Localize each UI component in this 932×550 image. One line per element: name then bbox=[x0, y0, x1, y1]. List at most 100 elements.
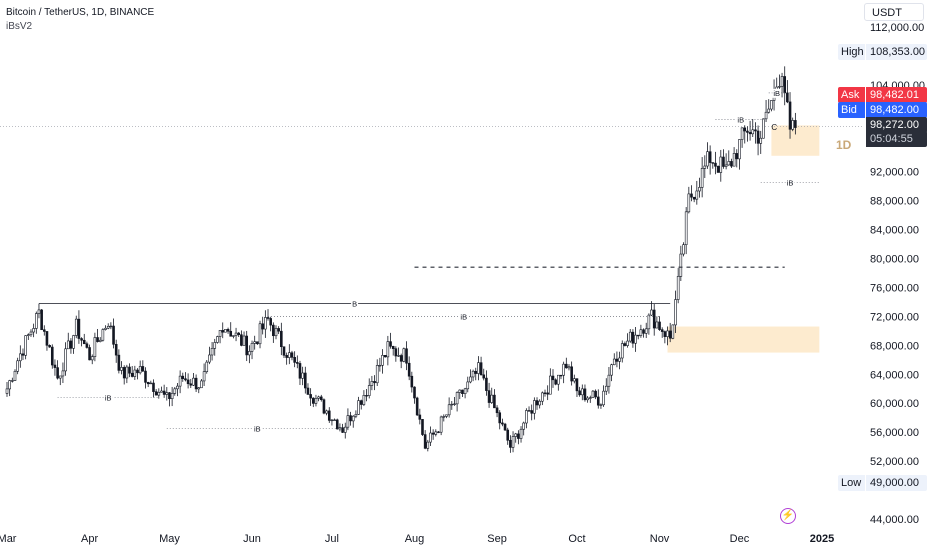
candle-body bbox=[578, 390, 581, 396]
level-label: iB bbox=[787, 179, 794, 188]
candle-body bbox=[311, 397, 315, 404]
candle-body bbox=[431, 432, 435, 435]
candle-body bbox=[349, 415, 352, 422]
candle-body bbox=[205, 361, 209, 372]
candle-body bbox=[8, 380, 11, 390]
candle-body bbox=[607, 374, 611, 387]
candle-body bbox=[298, 363, 302, 379]
candle-body bbox=[122, 367, 126, 379]
level-label: iB bbox=[460, 312, 467, 321]
candle-body bbox=[296, 362, 299, 364]
candle-body bbox=[700, 168, 704, 188]
candle-body bbox=[442, 416, 446, 418]
currency-selector[interactable]: USDT bbox=[864, 3, 924, 21]
level-label: B bbox=[352, 299, 357, 308]
candle-body bbox=[498, 412, 502, 424]
candle-body bbox=[413, 386, 416, 399]
level-label: iB bbox=[105, 393, 112, 402]
candle-body bbox=[80, 338, 83, 341]
candle-body bbox=[437, 431, 440, 433]
candle-body bbox=[144, 370, 147, 383]
candle-body bbox=[594, 390, 597, 398]
candle-body bbox=[11, 380, 14, 382]
candle-body bbox=[253, 341, 256, 344]
candle-body bbox=[333, 419, 336, 421]
candle-body bbox=[165, 392, 169, 395]
candle-body bbox=[479, 362, 483, 376]
candle-body bbox=[708, 151, 712, 163]
candle-body bbox=[623, 343, 627, 346]
level-label: iB bbox=[737, 116, 744, 125]
candle-body bbox=[511, 436, 515, 448]
candle-body bbox=[418, 414, 422, 420]
candle-body bbox=[160, 390, 163, 393]
candle-body bbox=[128, 366, 131, 374]
candle-body bbox=[543, 392, 547, 394]
y-tick-label: 64,000.00 bbox=[870, 369, 919, 381]
candle-body bbox=[141, 366, 145, 372]
candle-body bbox=[471, 370, 475, 378]
candle-body bbox=[293, 357, 296, 363]
candle-body bbox=[455, 392, 459, 405]
candle-body bbox=[738, 139, 741, 160]
candle-body bbox=[330, 419, 334, 422]
candle-body bbox=[780, 76, 784, 87]
candle-body bbox=[565, 363, 568, 369]
candle-body bbox=[751, 129, 755, 135]
candle-body bbox=[501, 422, 504, 425]
candle-body bbox=[434, 431, 438, 435]
candle-body bbox=[109, 325, 113, 328]
candle-body bbox=[202, 371, 206, 382]
x-tick-label: Mar bbox=[0, 533, 17, 545]
candle-body bbox=[551, 375, 555, 381]
candle-body bbox=[189, 383, 193, 386]
candle-body bbox=[714, 162, 717, 167]
candle-body bbox=[450, 403, 454, 406]
candle-body bbox=[229, 330, 233, 337]
lightning-bolt-icon[interactable]: ⚡ bbox=[780, 508, 796, 524]
candle-body bbox=[690, 193, 693, 198]
candle-body bbox=[674, 299, 677, 326]
y-tick-label: 68,000.00 bbox=[870, 340, 919, 352]
candle-body bbox=[618, 357, 621, 362]
candle-body bbox=[724, 164, 728, 167]
candle-body bbox=[410, 375, 414, 388]
x-tick-label: Aug bbox=[405, 533, 425, 545]
candle-body bbox=[176, 385, 179, 390]
candle-body bbox=[48, 345, 51, 348]
x-tick-label: May bbox=[159, 533, 180, 545]
candle-body bbox=[583, 388, 587, 401]
candle-body bbox=[493, 394, 496, 409]
x-tick-label: Jun bbox=[243, 533, 261, 545]
candle-body bbox=[687, 193, 691, 213]
candle-body bbox=[610, 364, 613, 376]
candle-body bbox=[650, 309, 653, 316]
indicator-name[interactable]: iBsV2 bbox=[6, 21, 33, 32]
candle-body bbox=[335, 419, 339, 430]
candle-body bbox=[732, 153, 736, 167]
candle-body bbox=[170, 393, 174, 400]
candle-body bbox=[461, 389, 464, 394]
candle-body bbox=[77, 318, 81, 339]
x-tick-label: Sep bbox=[487, 533, 507, 545]
candle-body bbox=[692, 196, 696, 200]
candle-body bbox=[24, 335, 27, 356]
candle-body bbox=[447, 404, 451, 416]
candle-body bbox=[477, 362, 480, 374]
candle-body bbox=[429, 432, 432, 443]
candle-body bbox=[178, 375, 182, 387]
candle-body bbox=[359, 400, 363, 405]
candle-body bbox=[490, 394, 494, 403]
symbol-title[interactable]: Bitcoin / TetherUS, 1D, BINANCE bbox=[6, 7, 155, 18]
candle-body bbox=[503, 423, 507, 431]
candle-body bbox=[535, 400, 539, 406]
candle-body bbox=[125, 366, 129, 379]
candle-body bbox=[463, 388, 467, 394]
candle-body bbox=[37, 309, 41, 314]
candle-body bbox=[309, 394, 312, 399]
candle-body bbox=[149, 382, 153, 385]
candle-body bbox=[453, 403, 456, 405]
candle-body bbox=[40, 309, 43, 331]
candle-body bbox=[679, 253, 683, 277]
